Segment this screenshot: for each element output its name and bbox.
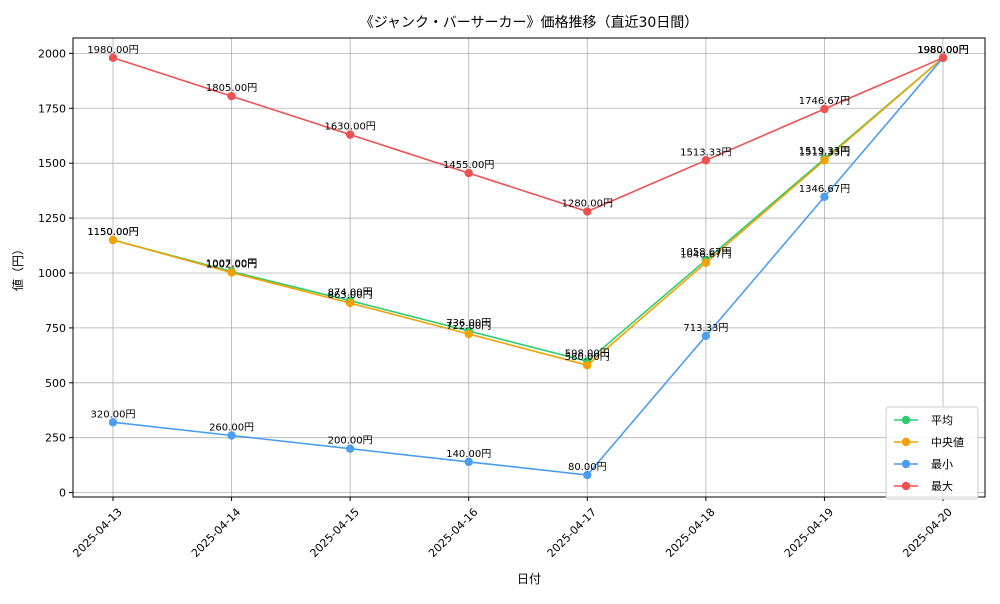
y-axis-ticks: 0 250 500 750 1000 1250 1500 1750 2000 [38,47,73,500]
data-point [820,104,829,114]
series-line [112,57,944,363]
data-label: 1980.00円 [917,45,968,56]
data-label: 1519.33円 [799,146,850,157]
data-point [464,168,473,178]
data-point [464,457,473,467]
data-label: 1980.00円 [87,45,138,56]
legend-box [885,406,979,500]
data-point [227,91,236,101]
data-point [701,331,711,341]
data-point [464,329,473,339]
data-label: 1746.67円 [799,96,850,107]
data-label: 1630.00円 [324,122,375,133]
y-tick-label: 250 [45,432,66,445]
y-tick-label: 750 [45,322,66,335]
data-label: 1002.00円 [206,260,257,271]
data-label: 874.00円 [328,288,373,299]
data-point [345,298,355,308]
series-line [112,57,944,213]
legend-label: 最大 [931,479,953,493]
data-label: 598.00円 [565,348,610,359]
data-label: 1007.00円 [206,258,257,269]
legend-swatch-marker [901,437,911,447]
legend-item: 平均 [894,414,953,427]
data-label: 722.00円 [446,321,491,332]
data-label: 1455.00円 [443,160,494,171]
data-point [108,53,118,62]
data-point [108,418,118,427]
legend-label: 最小 [931,458,953,471]
data-label: 1150.00円 [87,227,138,238]
legend-swatch-marker [901,415,911,425]
series-lines [108,53,948,480]
y-tick-label: 1250 [38,212,66,225]
data-label: 1980.00円 [917,45,968,56]
series-line [112,57,944,476]
data-label: 1805.00円 [206,83,257,94]
legend-swatch-marker [901,459,911,469]
y-tick-label: 2000 [38,47,66,60]
data-label: 1346.67円 [799,184,850,195]
data-label: 863.00円 [328,290,373,301]
data-label: 1980.00円 [917,45,968,56]
data-point [938,53,948,62]
y-tick-label: 0 [59,487,66,500]
y-tick-label: 500 [45,377,66,390]
data-label: 1980.00円 [917,45,968,56]
data-point [583,361,592,370]
legend-item: 最小 [894,458,953,471]
data-label: 580.00円 [565,352,610,363]
y-tick-label: 1750 [38,102,66,115]
data-label: 1513.33円 [680,147,731,158]
data-label: 260.00円 [209,423,254,434]
series-line [112,57,944,367]
data-label: 140.00円 [446,449,491,460]
y-tick-label: 1000 [38,267,66,280]
data-point [701,156,711,165]
legend-swatch-marker [901,481,911,491]
x-axis-label: 日付 [517,572,541,586]
data-label: 1280.00円 [562,198,613,209]
data-label: 1150.00円 [87,227,138,238]
data-label: 320.00円 [91,409,136,420]
data-label: 1046.67円 [680,250,731,261]
data-label: 80.00円 [568,462,607,473]
data-point [701,258,711,267]
series-3 [108,53,948,216]
data-labels: 1150.00円 1007.00円 874.00円 736.00円 598.00円 105… [87,45,968,473]
data-point [108,235,118,245]
data-point [227,268,236,277]
data-point [345,130,355,139]
data-label: 200.00円 [328,436,373,447]
data-label: 713.33円 [683,323,728,334]
legend-label: 平均 [931,414,953,427]
legend-item: 中央値 [894,436,964,449]
grid [73,38,985,497]
data-point [345,444,355,453]
y-axis-label: 値（円） [10,243,25,291]
data-point [583,207,592,216]
data-point [583,470,592,480]
plot-frame [72,37,986,498]
legend-item: 最大 [894,479,953,493]
data-point [820,156,829,165]
data-point [227,431,236,440]
data-label: 1513.33円 [799,147,850,158]
chart-title: 《ジャンク・バーサーカー》価格推移（直近30日間） [360,14,699,31]
data-label: 1058.67円 [680,247,731,258]
data-label: 736.00円 [446,318,491,329]
legend-label: 中央値 [931,436,964,449]
data-point [820,192,829,202]
y-tick-label: 1500 [38,157,66,170]
